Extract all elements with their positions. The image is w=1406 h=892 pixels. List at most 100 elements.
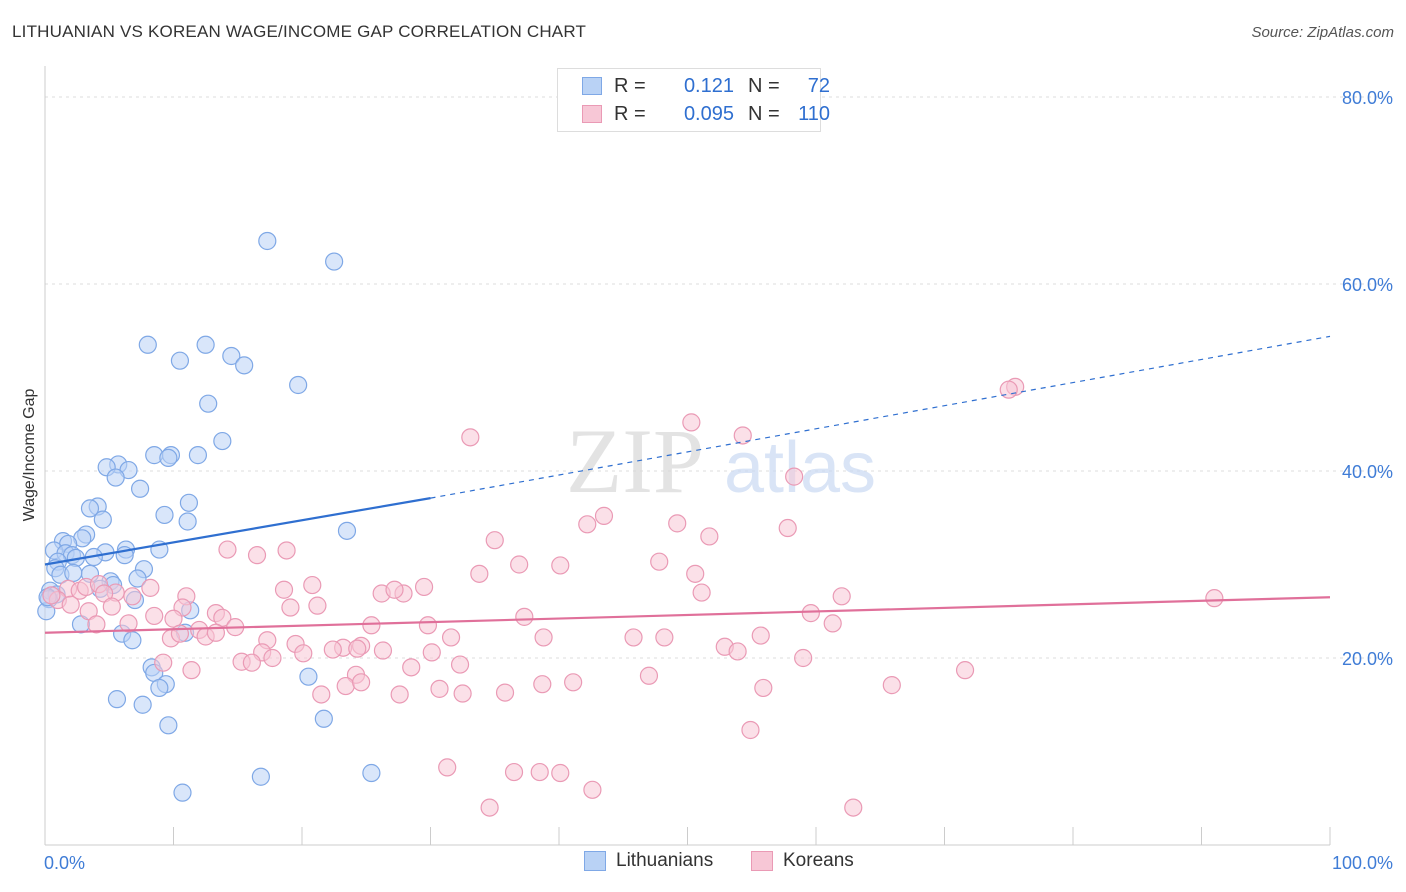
- point-korean: [733, 426, 752, 445]
- trendline-lithuanians-extended: [430, 335, 1331, 499]
- watermark-zip: ZIP: [566, 410, 704, 512]
- point-korean: [785, 467, 804, 486]
- r-value: 0.121: [683, 74, 734, 97]
- point-korean: [123, 587, 142, 606]
- point-korean: [801, 604, 820, 623]
- grid-lines: [45, 96, 1392, 659]
- point-korean: [751, 626, 770, 645]
- point-korean: [470, 564, 489, 583]
- point-korean: [485, 531, 504, 550]
- point-lithuanian: [106, 468, 125, 487]
- point-korean: [832, 587, 851, 606]
- legend-blue-swatch: [584, 851, 606, 871]
- chart-title: LITHUANIAN VS KOREAN WAGE/INCOME GAP COR…: [12, 22, 587, 41]
- point-korean: [213, 608, 232, 627]
- stats-row-koreans: R = 0.095 N = 110: [558, 100, 830, 128]
- point-lithuanian: [150, 678, 169, 698]
- pink-swatch: [582, 105, 602, 123]
- point-korean: [362, 616, 381, 635]
- point-lithuanian: [130, 479, 150, 498]
- point-korean: [955, 661, 975, 680]
- point-korean: [692, 583, 711, 602]
- point-korean: [650, 552, 669, 571]
- point-lithuanian: [299, 667, 318, 686]
- point-korean: [390, 685, 409, 704]
- legend: Lithuanians Koreans: [0, 850, 1406, 878]
- point-lithuanian: [196, 335, 215, 354]
- point-lithuanian: [199, 394, 218, 413]
- point-lithuanian: [213, 431, 232, 451]
- point-korean: [61, 595, 80, 614]
- point-korean: [639, 666, 659, 685]
- trendline-koreans: [44, 596, 1331, 634]
- point-korean: [352, 673, 371, 692]
- point-lithuanian: [362, 763, 381, 783]
- point-korean: [495, 683, 515, 702]
- legend-item-lithuanians[interactable]: Lithuanians: [584, 850, 713, 872]
- point-korean: [164, 609, 183, 628]
- point-korean: [402, 658, 421, 677]
- source-credit: Source: ZipAtlas.com: [1251, 24, 1394, 41]
- point-korean: [373, 641, 393, 660]
- point-korean: [42, 586, 61, 605]
- point-korean: [882, 676, 901, 695]
- point-korean: [564, 673, 583, 692]
- point-lithuanian: [337, 521, 357, 540]
- point-korean: [418, 616, 438, 635]
- point-korean: [624, 628, 643, 647]
- y-tick-label: 80.0%: [1342, 88, 1393, 108]
- point-lithuanian: [159, 716, 178, 735]
- point-korean: [461, 428, 480, 447]
- point-korean: [778, 518, 797, 538]
- point-lithuanian: [64, 563, 83, 583]
- point-korean: [823, 614, 842, 633]
- point-korean: [578, 515, 597, 534]
- legend-item-koreans[interactable]: Koreans: [751, 850, 854, 872]
- point-korean: [102, 597, 121, 616]
- series-koreans: [42, 377, 1224, 817]
- r-label: R =: [614, 74, 646, 97]
- point-korean: [308, 596, 327, 615]
- point-korean: [182, 661, 201, 680]
- axes: [44, 66, 1331, 846]
- point-korean: [430, 679, 449, 698]
- point-korean: [274, 580, 294, 599]
- point-korean: [551, 556, 570, 575]
- point-lithuanian: [289, 375, 308, 395]
- point-korean: [741, 720, 760, 740]
- point-lithuanian: [235, 356, 254, 375]
- point-korean: [728, 642, 747, 661]
- point-korean: [263, 648, 282, 668]
- point-korean: [450, 655, 470, 674]
- legend-label: Koreans: [783, 850, 854, 871]
- x-tick-label: 100.0%: [1332, 853, 1393, 873]
- point-korean: [303, 575, 322, 595]
- tick-labels: 20.0% 40.0% 60.0% 80.0% 0.0% 100.0%: [44, 88, 1393, 873]
- point-korean: [242, 653, 261, 672]
- point-lithuanian: [155, 505, 174, 525]
- point-korean: [551, 763, 570, 783]
- point-korean: [844, 798, 863, 817]
- point-korean: [348, 639, 367, 658]
- point-korean: [154, 653, 173, 672]
- r-value: 0.095: [683, 102, 734, 125]
- point-lithuanian: [222, 346, 241, 366]
- y-tick-label: 60.0%: [1342, 275, 1393, 295]
- point-lithuanian: [93, 510, 112, 529]
- point-korean: [141, 578, 160, 597]
- point-korean: [170, 624, 190, 643]
- point-korean: [668, 514, 687, 533]
- point-lithuanian: [170, 351, 190, 370]
- point-korean: [294, 644, 313, 663]
- point-lithuanian: [138, 335, 157, 354]
- point-korean: [1205, 589, 1224, 608]
- point-korean: [594, 506, 614, 525]
- point-lithuanian: [179, 493, 199, 512]
- point-korean: [323, 640, 342, 659]
- legend-pink-swatch: [751, 851, 773, 871]
- point-korean: [281, 598, 300, 617]
- point-korean: [754, 678, 773, 698]
- point-lithuanian: [258, 231, 277, 251]
- point-lithuanian: [314, 709, 333, 728]
- point-korean: [700, 527, 719, 546]
